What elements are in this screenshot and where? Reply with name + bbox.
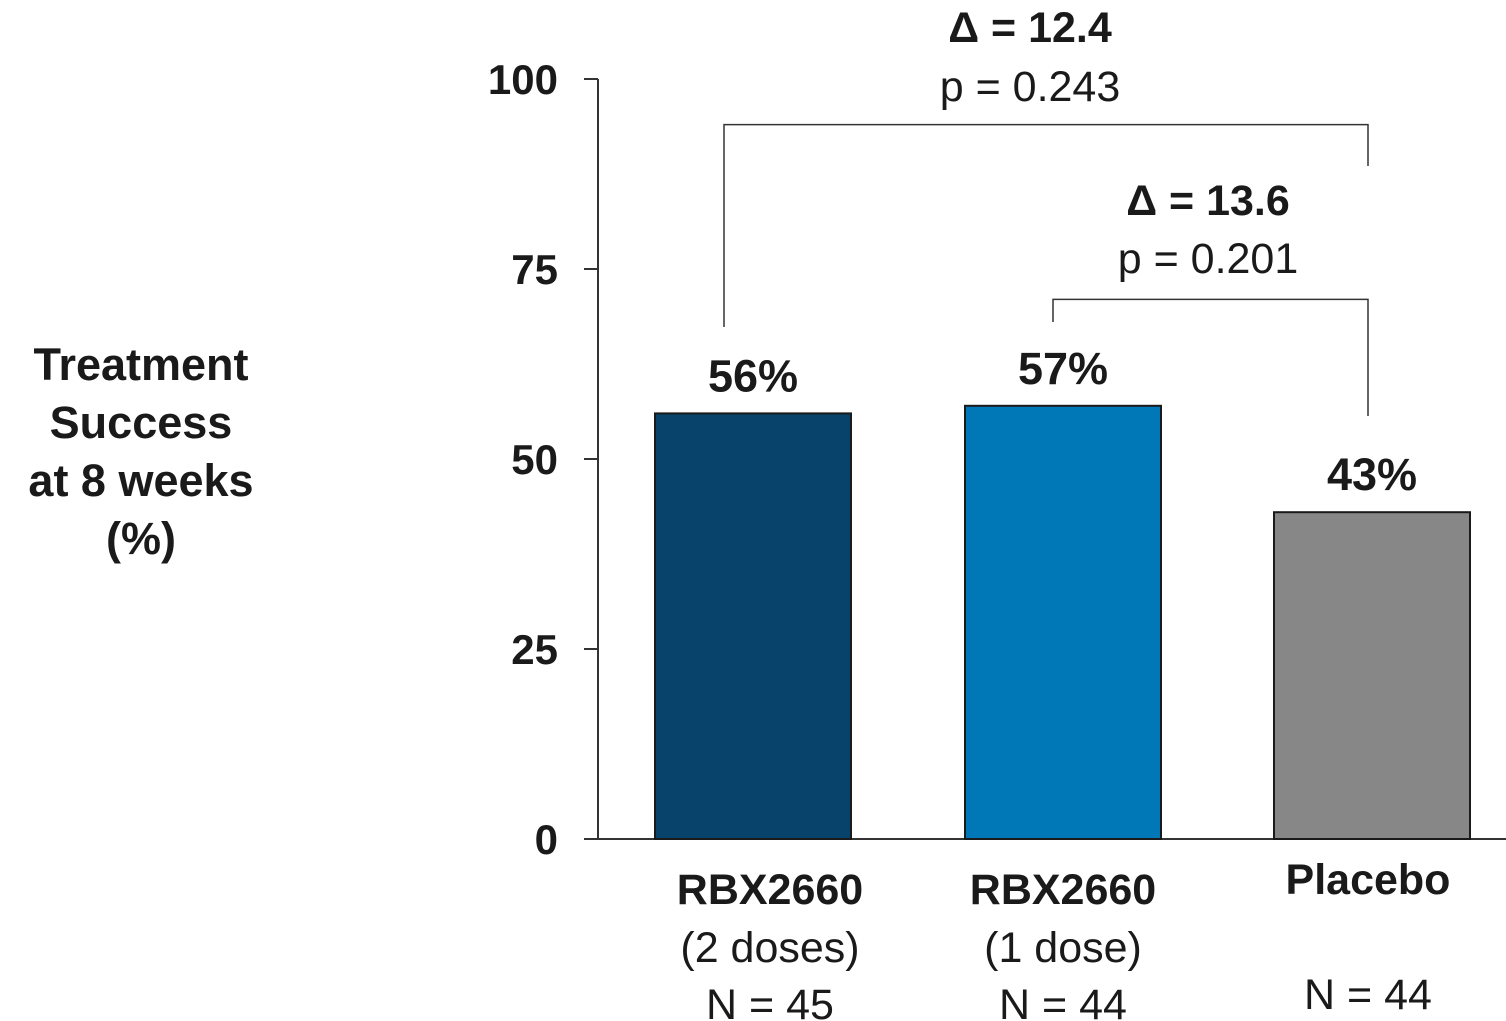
bar-value-label: 56% xyxy=(708,350,798,401)
y-tick-label: 50 xyxy=(511,436,558,483)
category-label: RBX2660 xyxy=(677,866,863,914)
category-label: RBX2660 xyxy=(970,866,1156,914)
category-label: Placebo xyxy=(1286,856,1451,904)
comparison-delta-label: Δ = 12.4 xyxy=(948,4,1112,52)
category-n-label: N = 45 xyxy=(706,981,834,1021)
y-axis-label-line: (%) xyxy=(106,513,176,564)
y-tick-label: 25 xyxy=(511,626,558,673)
bar-value-label: 43% xyxy=(1327,449,1417,500)
comparison-bracket xyxy=(723,123,1369,327)
y-tick-label: 0 xyxy=(535,816,558,863)
bar xyxy=(654,412,852,840)
bar xyxy=(964,404,1162,840)
y-tick-label: 75 xyxy=(511,246,558,293)
y-axis-label-line: at 8 weeks xyxy=(28,455,254,506)
category-sublabel: (1 dose) xyxy=(984,924,1142,972)
y-axis-label-line: Success xyxy=(49,397,233,448)
bar-value-label: 57% xyxy=(1018,343,1108,394)
bar xyxy=(1273,511,1471,840)
y-axis-label-line: Treatment xyxy=(33,339,249,390)
category-sublabel: (2 doses) xyxy=(680,924,859,972)
category-n-label: N = 44 xyxy=(999,981,1127,1021)
y-tick-label: 100 xyxy=(488,56,558,103)
comparison-delta-label: Δ = 13.6 xyxy=(1126,177,1290,225)
comparison-p-value-label: p = 0.201 xyxy=(1118,235,1299,283)
category-n-label: N = 44 xyxy=(1304,971,1432,1019)
comparison-p-value-label: p = 0.243 xyxy=(940,63,1121,111)
comparison-bracket xyxy=(1052,298,1369,416)
y-axis-label: Treatment Success at 8 weeks (%) xyxy=(0,336,282,568)
